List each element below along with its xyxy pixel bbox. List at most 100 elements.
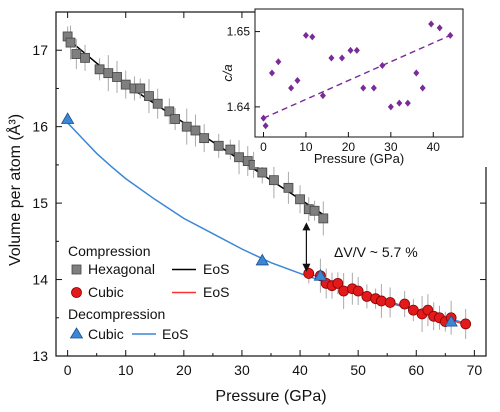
cubic-point <box>376 295 387 307</box>
annotation-arrowhead-bottom <box>302 263 311 272</box>
inset-ca-point <box>309 33 316 41</box>
cubic-point <box>303 268 315 279</box>
inset-ca-point <box>419 84 426 92</box>
inset-ca-point <box>302 31 309 39</box>
hexagonal-point <box>295 194 305 205</box>
inset-x-tick-label: 20 <box>342 140 356 154</box>
main-y-axis-label: Volume per atom (Å³) <box>5 114 24 266</box>
hexagonal-point <box>257 167 268 178</box>
main-ticks: 0 10 20 30 40 50 60 70 13 14 15 16 17 <box>32 12 486 378</box>
y-tick-label: 15 <box>32 195 48 211</box>
hexagonal-point <box>234 152 244 163</box>
inset-fits <box>263 34 451 119</box>
inset-x-tick-label: 0 <box>260 140 267 154</box>
x-tick-label: 30 <box>234 362 250 378</box>
x-tick-label: 40 <box>292 362 308 378</box>
inset-ca-point <box>396 99 403 107</box>
inset-ca-point <box>447 31 454 39</box>
inset-ca-point <box>260 114 267 122</box>
legend-label-cubic-eos: EoS <box>203 284 229 300</box>
hexagonal-point <box>135 83 146 94</box>
inset-ca-point <box>379 61 386 69</box>
inset-y-axis-label: c/a <box>220 64 235 81</box>
inset-ca-point <box>387 103 394 111</box>
cubic-point <box>399 298 411 310</box>
cubic-point <box>384 297 396 308</box>
hexagonal-point <box>164 106 175 117</box>
hexagonal-point <box>199 133 210 144</box>
inset-x-tick-label: 40 <box>427 140 441 154</box>
hexagonal-point <box>112 72 122 82</box>
inset-ca-point <box>404 99 411 107</box>
inset-points <box>260 20 454 130</box>
volume-collapse-annotation: ΔV/V ~ 5.7 % <box>302 222 418 272</box>
hexagonal-point <box>152 98 163 109</box>
inset-ca-point <box>360 84 367 92</box>
y-tick-label: 13 <box>32 348 48 364</box>
decompression-cubic-point <box>444 314 458 327</box>
inset-ca-point <box>353 46 360 54</box>
legend-label-cubic-compression: Cubic <box>88 284 124 300</box>
y-tick-label: 14 <box>32 272 48 288</box>
inset-ca-point <box>339 54 346 62</box>
hexagonal-point <box>144 91 154 101</box>
inset-ca-point <box>370 84 377 92</box>
legend-label-decompression-eos: EoS <box>162 326 188 342</box>
hexagonal-point <box>103 68 114 79</box>
legend-label-cubic-decompression: Cubic <box>88 326 124 342</box>
hexagonal-point <box>318 213 329 224</box>
cubic-point <box>352 285 364 297</box>
annotation-text: ΔV/V ~ 5.7 % <box>334 244 418 260</box>
legend: Compression Hexagonal EoS Cubic EoS Deco… <box>68 243 229 342</box>
inset-ticks: 0 10 20 30 40 1.64 1.65 <box>227 25 441 154</box>
y-tick-label: 16 <box>32 119 48 135</box>
inset-ca-point <box>428 20 435 28</box>
hexagonal-point <box>190 125 201 136</box>
inset-x-tick-label: 30 <box>384 140 398 154</box>
inset-ca-point <box>436 24 443 32</box>
hexagonal-point <box>120 79 131 90</box>
hexagonal-point <box>269 175 279 186</box>
inset-y-tick-label: 1.64 <box>227 100 251 114</box>
inset-ca-point <box>413 69 420 77</box>
hexagonal-point <box>213 140 224 151</box>
inset-ca-point <box>275 58 282 66</box>
cubic-point <box>332 277 344 289</box>
legend-group-decompression: Decompression <box>68 306 165 322</box>
inset-ca-point <box>262 122 269 130</box>
inset-y-tick-label: 1.65 <box>227 25 251 39</box>
inset-fit-line <box>263 34 451 119</box>
inset-plot-frame <box>254 8 464 138</box>
legend-group-compression: Compression <box>68 243 150 259</box>
x-tick-label: 20 <box>176 362 192 378</box>
hexagonal-point <box>225 144 236 155</box>
y-tick-label: 17 <box>32 42 48 58</box>
main-points <box>60 31 472 330</box>
annotation-arrowhead-top <box>302 222 311 231</box>
hexagonal-point <box>283 182 294 193</box>
main-x-axis-label: Pressure (GPa) <box>215 388 326 405</box>
decompression-cubic-point <box>60 112 75 124</box>
hexagonal-point <box>65 37 76 48</box>
hexagonal-point <box>94 64 105 75</box>
legend-marker-hexagonal <box>71 264 82 275</box>
hexagonal-point <box>309 205 320 216</box>
eos-fit-line <box>67 122 469 325</box>
legend-marker-cubic-compression <box>71 287 82 298</box>
inset-ca-point <box>319 92 326 100</box>
cubic-point <box>460 318 472 330</box>
hexagonal-point <box>80 52 90 63</box>
decompression-cubic-point <box>313 268 328 281</box>
inset-x-tick-label: 10 <box>299 140 313 154</box>
x-tick-label: 70 <box>467 362 483 378</box>
inset-ca-point <box>347 46 354 54</box>
decompression-cubic-point <box>255 253 269 266</box>
inset-ca-point <box>328 54 335 62</box>
hexagonal-point <box>181 121 192 132</box>
x-tick-label: 60 <box>408 362 424 378</box>
x-tick-label: 50 <box>350 362 366 378</box>
legend-marker-cubic-decompression <box>69 327 84 339</box>
hexagonal-point <box>170 114 181 124</box>
inset-ca-point <box>288 84 295 92</box>
